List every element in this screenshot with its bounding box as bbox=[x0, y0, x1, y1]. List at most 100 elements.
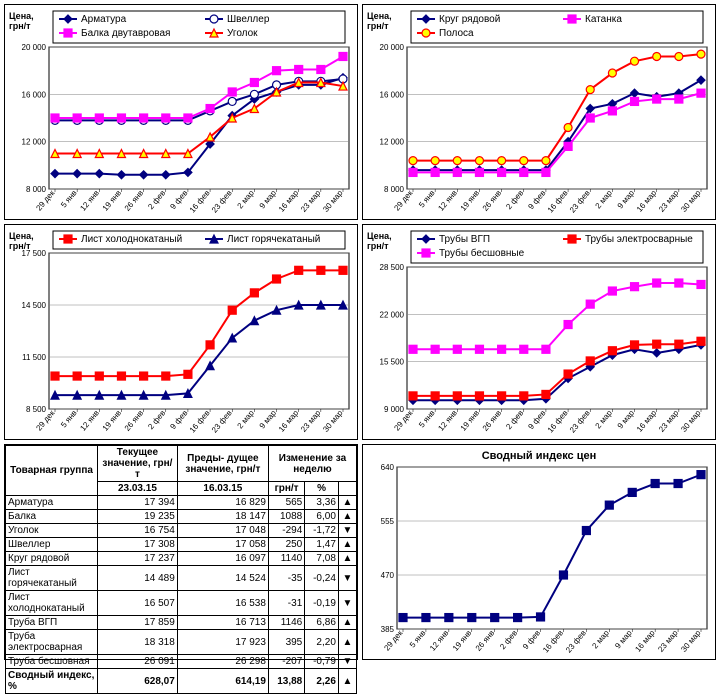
svg-text:16 000: 16 000 bbox=[380, 90, 405, 99]
svg-text:Катанка: Катанка bbox=[585, 14, 622, 25]
svg-text:Цена,грн/т: Цена,грн/т bbox=[367, 11, 392, 31]
table-row: Труба бесшовная26 09126 298-207-0,79▼ bbox=[6, 655, 357, 669]
svg-text:2 фев: 2 фев bbox=[504, 409, 525, 432]
svg-text:16 фев: 16 фев bbox=[188, 409, 212, 435]
svg-text:Цена,грн/т: Цена,грн/т bbox=[9, 231, 34, 251]
svg-text:2 фев: 2 фев bbox=[504, 189, 525, 212]
svg-text:12 янв: 12 янв bbox=[78, 189, 100, 213]
svg-text:23 мар: 23 мар bbox=[657, 188, 681, 214]
svg-text:12 янв: 12 янв bbox=[428, 629, 450, 653]
svg-text:Круг рядовой: Круг рядовой bbox=[439, 14, 500, 25]
svg-text:20 000: 20 000 bbox=[380, 43, 405, 52]
svg-text:23 фев: 23 фев bbox=[210, 409, 234, 435]
svg-text:Лист холоднокатаный: Лист холоднокатаный bbox=[81, 234, 182, 245]
svg-text:9 фев: 9 фев bbox=[168, 409, 189, 432]
svg-text:16 мар: 16 мар bbox=[277, 408, 301, 434]
svg-text:12 янв: 12 янв bbox=[436, 189, 458, 213]
svg-text:14 500: 14 500 bbox=[22, 301, 47, 310]
th-name: Товарная группа bbox=[6, 446, 98, 496]
svg-text:640: 640 bbox=[381, 463, 395, 472]
svg-text:23 фев: 23 фев bbox=[564, 629, 588, 655]
svg-text:19 янв: 19 янв bbox=[101, 409, 123, 433]
svg-text:Сводный индекс цен: Сводный индекс цен bbox=[482, 450, 597, 462]
svg-text:5 янв: 5 янв bbox=[417, 189, 437, 210]
svg-text:19 янв: 19 янв bbox=[101, 189, 123, 213]
price-table-panel: Товарная группаТекущее значение, грн/тПр… bbox=[4, 444, 358, 660]
svg-text:Уголок: Уголок bbox=[227, 28, 258, 39]
svg-text:23 мар: 23 мар bbox=[299, 408, 323, 434]
svg-text:Полоса: Полоса bbox=[439, 28, 474, 39]
svg-text:16 фев: 16 фев bbox=[546, 189, 570, 215]
th-pct: % bbox=[305, 482, 339, 496]
svg-text:30 мар: 30 мар bbox=[679, 408, 703, 434]
svg-text:Цена,грн/т: Цена,грн/т bbox=[367, 231, 392, 251]
svg-text:5 янв: 5 янв bbox=[59, 409, 79, 430]
th-abs: грн/т bbox=[268, 482, 304, 496]
svg-text:30 мар: 30 мар bbox=[321, 408, 345, 434]
table-row: Труба электросварная18 31817 9233952,20▲ bbox=[6, 630, 357, 655]
svg-text:Балка двутавровая: Балка двутавровая bbox=[81, 28, 170, 39]
price-table: Товарная группаТекущее значение, грн/тПр… bbox=[5, 445, 357, 694]
svg-text:Цена,грн/т: Цена,грн/т bbox=[9, 11, 34, 31]
svg-text:Лист горячекатаный: Лист горячекатаный bbox=[227, 234, 320, 245]
th-change: Изменение за неделю bbox=[268, 446, 356, 482]
svg-text:9 мар: 9 мар bbox=[616, 408, 637, 430]
svg-text:16 мар: 16 мар bbox=[277, 188, 301, 214]
svg-text:2 фев: 2 фев bbox=[498, 629, 519, 652]
svg-text:2 фев: 2 фев bbox=[146, 189, 167, 212]
svg-text:12 000: 12 000 bbox=[380, 138, 405, 147]
svg-text:16 мар: 16 мар bbox=[635, 188, 659, 214]
svg-text:23 мар: 23 мар bbox=[656, 628, 680, 654]
svg-text:23 фев: 23 фев bbox=[568, 409, 592, 435]
svg-text:8 500: 8 500 bbox=[26, 405, 47, 414]
svg-text:16 фев: 16 фев bbox=[188, 189, 212, 215]
svg-text:Трубы ВГП: Трубы ВГП bbox=[439, 233, 490, 245]
chart-panel-0: Арматура Швеллер Балка двутавровая Уголок Це… bbox=[4, 4, 358, 220]
svg-text:Арматура: Арматура bbox=[81, 14, 127, 25]
table-row: Круг рядовой17 23716 09711407,08▲ bbox=[6, 552, 357, 566]
svg-text:17 500: 17 500 bbox=[22, 249, 47, 258]
svg-text:19 янв: 19 янв bbox=[459, 189, 481, 213]
svg-text:9 мар: 9 мар bbox=[258, 188, 279, 210]
svg-text:28 500: 28 500 bbox=[380, 263, 405, 272]
index-chart-panel: Сводный индекс цен38547055564029 дек5 ян… bbox=[362, 444, 716, 660]
table-row: Арматура17 39416 8295653,36▲ bbox=[6, 496, 357, 510]
svg-text:16 мар: 16 мар bbox=[633, 628, 657, 654]
svg-text:9 фев: 9 фев bbox=[526, 189, 547, 212]
th-current: Текущее значение, грн/т bbox=[98, 446, 178, 482]
svg-text:16 фев: 16 фев bbox=[546, 409, 570, 435]
chart-panel-3: Трубы ВГПТрубы электросварныеТрубы бесшо… bbox=[362, 224, 716, 440]
svg-text:9 фев: 9 фев bbox=[521, 629, 542, 652]
chart-panel-2: Лист холоднокатаный Лист горячекатаный Цен… bbox=[4, 224, 358, 440]
svg-text:12 янв: 12 янв bbox=[436, 409, 458, 433]
table-row: Лист холоднокатаный16 50716 538-31-0,19▼ bbox=[6, 591, 357, 616]
svg-text:555: 555 bbox=[381, 517, 395, 526]
svg-text:9 мар: 9 мар bbox=[258, 408, 279, 430]
svg-text:Швеллер: Швеллер bbox=[227, 14, 270, 25]
svg-text:23 мар: 23 мар bbox=[657, 408, 681, 434]
svg-text:26 янв: 26 янв bbox=[481, 409, 503, 433]
svg-text:22 000: 22 000 bbox=[380, 310, 405, 319]
svg-text:23 фев: 23 фев bbox=[210, 189, 234, 215]
svg-text:Трубы электросварные: Трубы электросварные bbox=[585, 233, 693, 245]
table-row: Уголок16 75417 048-294-1,72▼ bbox=[6, 524, 357, 538]
svg-text:23 мар: 23 мар bbox=[299, 188, 323, 214]
svg-text:2 мар: 2 мар bbox=[235, 408, 256, 430]
svg-text:30 мар: 30 мар bbox=[679, 628, 703, 654]
table-row: Балка19 23518 14710886,00▲ bbox=[6, 510, 357, 524]
svg-text:12 000: 12 000 bbox=[22, 138, 47, 147]
svg-text:5 янв: 5 янв bbox=[417, 409, 437, 430]
svg-text:385: 385 bbox=[381, 625, 395, 634]
svg-text:2 фев: 2 фев bbox=[146, 409, 167, 432]
svg-text:20 000: 20 000 bbox=[22, 43, 47, 52]
svg-text:2 мар: 2 мар bbox=[235, 188, 256, 210]
svg-text:9 фев: 9 фев bbox=[168, 189, 189, 212]
svg-text:19 янв: 19 янв bbox=[459, 409, 481, 433]
svg-text:9 мар: 9 мар bbox=[613, 628, 634, 650]
svg-text:16 фев: 16 фев bbox=[541, 629, 565, 655]
svg-text:30 мар: 30 мар bbox=[679, 188, 703, 214]
svg-text:15 500: 15 500 bbox=[380, 358, 405, 367]
svg-text:16 мар: 16 мар bbox=[635, 408, 659, 434]
svg-text:5 янв: 5 янв bbox=[408, 629, 428, 650]
svg-text:8 000: 8 000 bbox=[384, 185, 405, 194]
